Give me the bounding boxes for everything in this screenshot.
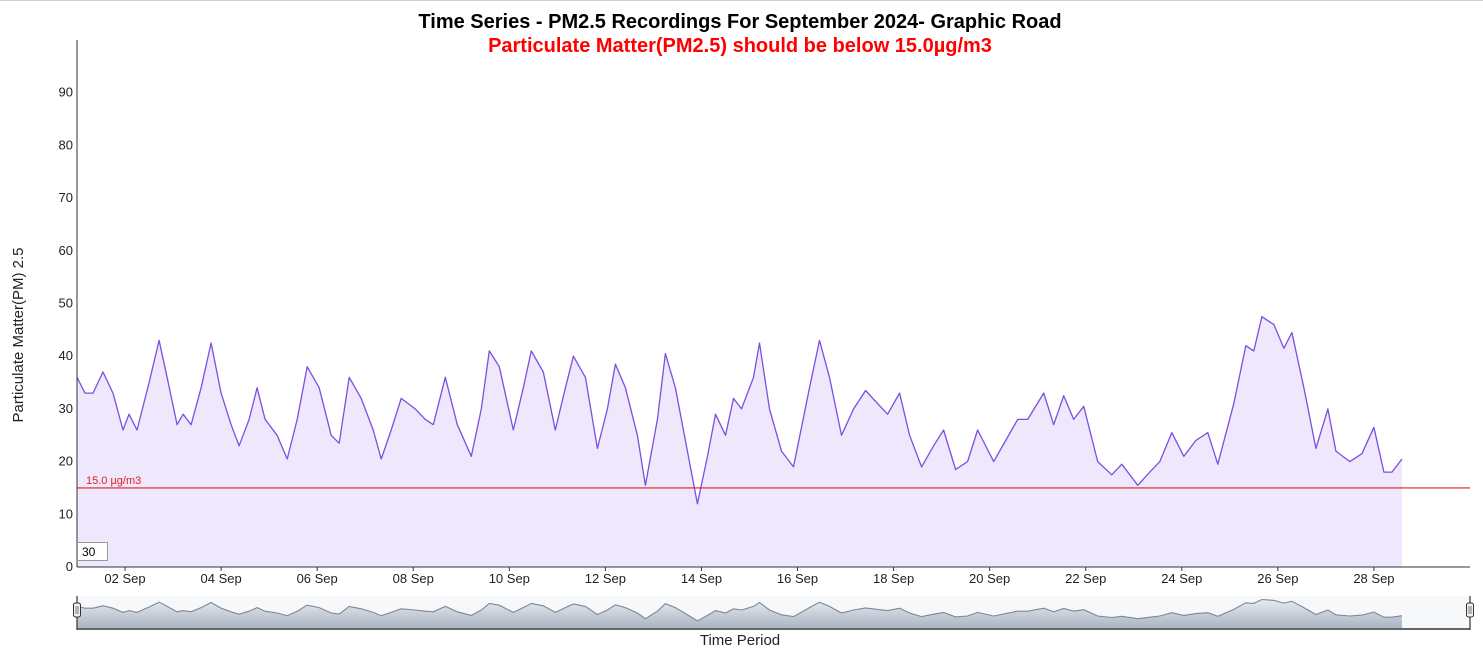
x-tick-label: 22 Sep	[1065, 571, 1106, 586]
range-overview-line	[76, 598, 1403, 622]
y-tick-label: 70	[59, 190, 73, 205]
x-axis: 02 Sep 04 Sep 06 Sep 08 Sep 10 Sep 12 Sep 14 S…	[77, 566, 1470, 586]
roll-period-input[interactable]: 30	[77, 542, 108, 561]
x-tick-label: 14 Sep	[681, 571, 722, 586]
y-tick-label: 50	[59, 296, 73, 311]
x-tick-label: 16 Sep	[777, 571, 818, 586]
series-area-fill	[77, 316, 1402, 567]
y-tick-label: 0	[66, 559, 73, 574]
reference-line-label: 15.0 µg/m3	[86, 475, 141, 487]
x-tick-label: 26 Sep	[1257, 571, 1298, 586]
x-tick-label: 10 Sep	[489, 571, 530, 586]
y-tick-label: 20	[59, 454, 73, 469]
series-line	[76, 316, 1403, 505]
range-overview-area	[77, 599, 1402, 628]
x-tick-label: 20 Sep	[969, 571, 1010, 586]
chart-title: Time Series - PM2.5 Recordings For Septe…	[418, 11, 1061, 33]
x-tick-label: 02 Sep	[104, 571, 145, 586]
y-tick-label: 10	[59, 506, 73, 521]
range-handle-right[interactable]	[1466, 602, 1474, 618]
x-tick-label: 08 Sep	[393, 571, 434, 586]
x-tick-label: 12 Sep	[585, 571, 626, 586]
chart-subtitle: Particulate Matter(PM2.5) should be belo…	[488, 35, 992, 57]
y-tick-label: 90	[59, 85, 73, 100]
x-tick-label: 28 Sep	[1353, 571, 1394, 586]
x-tick-label: 18 Sep	[873, 571, 914, 586]
plot-area[interactable]: 15.0 µg/m3	[76, 316, 1470, 567]
y-tick-label: 30	[59, 401, 73, 416]
x-tick-label: 24 Sep	[1161, 571, 1202, 586]
x-tick-label: 06 Sep	[297, 571, 338, 586]
x-axis-label: Time Period	[700, 632, 780, 649]
y-tick-label: 40	[59, 348, 73, 363]
y-tick-label: 60	[59, 243, 73, 258]
range-selector[interactable]	[73, 596, 1474, 630]
x-tick-label: 04 Sep	[201, 571, 242, 586]
range-handle-left[interactable]	[73, 602, 81, 618]
top-border	[0, 0, 1483, 1]
y-tick-label: 80	[59, 137, 73, 152]
y-axis-label: Particulate Matter(PM) 2.5	[10, 247, 27, 422]
y-axis: 0 10 20 30 40 50 60 70 80 90	[59, 40, 78, 574]
